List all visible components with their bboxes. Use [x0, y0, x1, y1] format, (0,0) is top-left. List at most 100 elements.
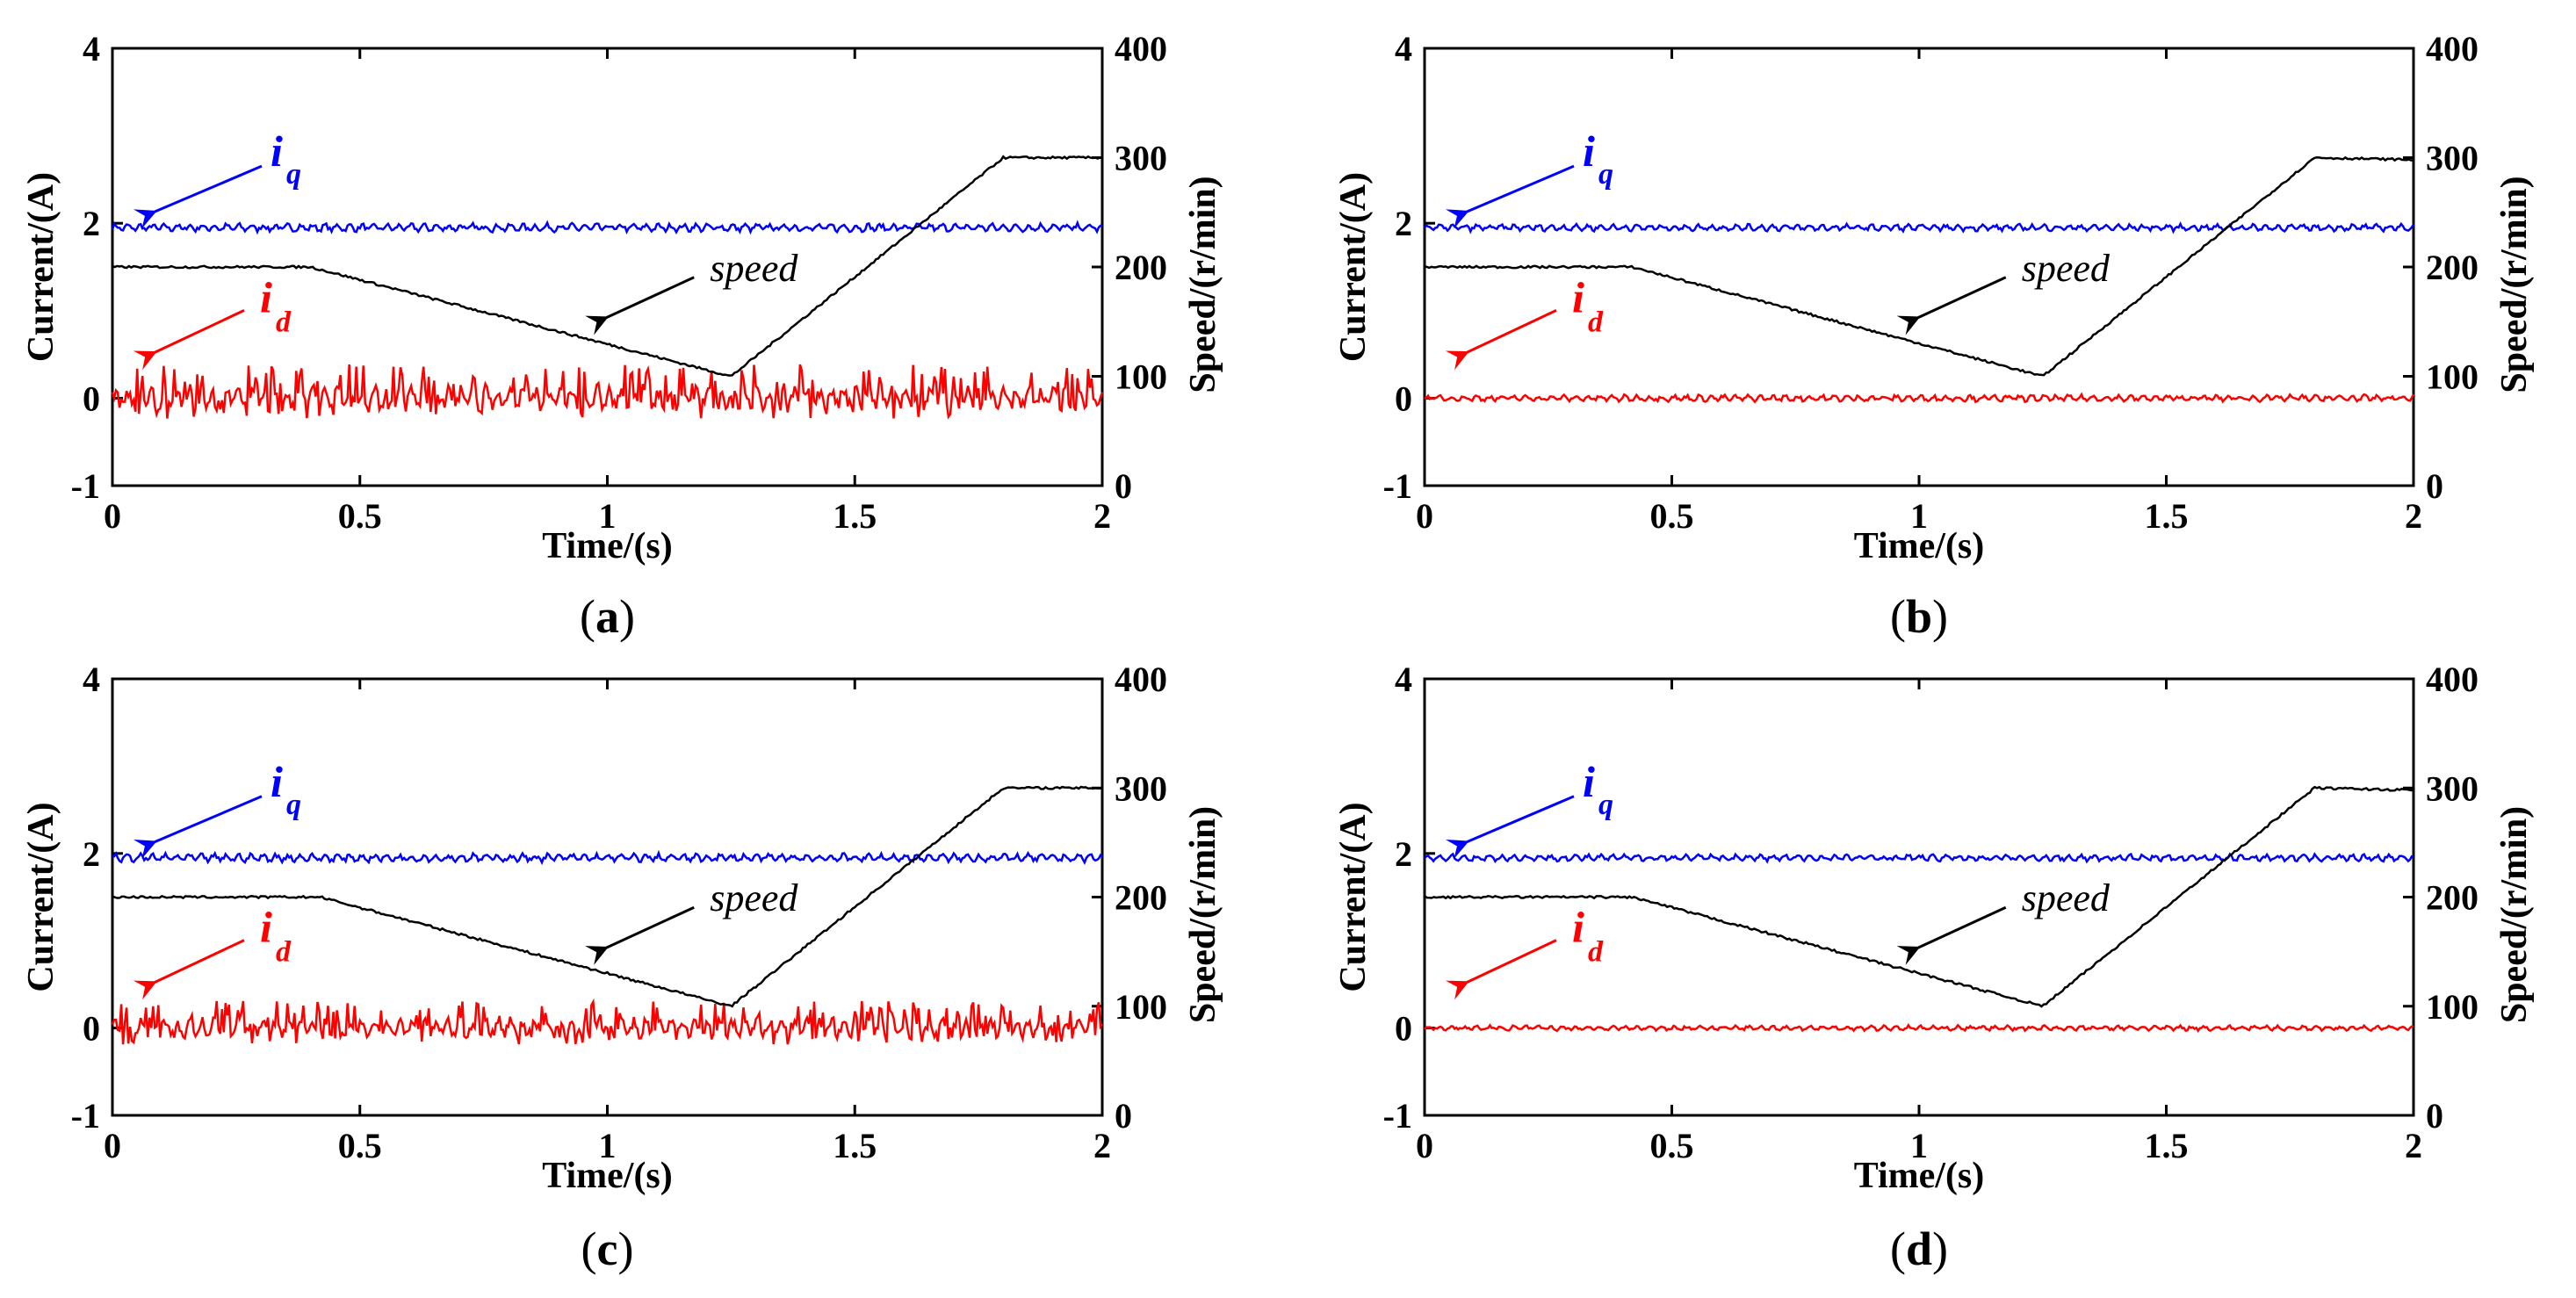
y-right-tick-label: 200	[2426, 248, 2479, 287]
speed-arrow	[585, 276, 695, 335]
caption-close-paren: )	[619, 590, 635, 643]
y-left-tick-label: 2	[1395, 834, 1412, 874]
iq-label: i	[271, 126, 283, 176]
iq-label: i	[1583, 757, 1595, 806]
caption-open-paren: (	[581, 1222, 597, 1275]
x-axis-title: Time/(s)	[1854, 1156, 1985, 1196]
y-left-tick-label: -1	[71, 1096, 100, 1136]
x-tick-label: 0	[104, 496, 121, 536]
panel-caption: (c)	[581, 1222, 634, 1275]
id-series-line	[111, 998, 1104, 1045]
x-tick-label: 1	[599, 496, 617, 536]
id-series-line	[1424, 1023, 2414, 1034]
speed-arrow	[1896, 905, 2007, 965]
iq-subscript: q	[286, 789, 301, 821]
y-right-tick-label: 100	[1115, 987, 1167, 1027]
id-label: i	[260, 903, 272, 952]
x-axis-title: Time/(s)	[542, 526, 673, 566]
iq-arrow	[1445, 795, 1575, 860]
y-left-axis-title: Current/(A)	[21, 802, 61, 992]
x-tick-label: 1	[1910, 1126, 1928, 1165]
id-subscript: d	[1588, 306, 1604, 338]
id-label: i	[1572, 272, 1584, 321]
id-subscript: d	[276, 936, 292, 969]
id-subscript: d	[276, 306, 292, 338]
y-right-axis-title: Speed/(r/min)	[2494, 806, 2535, 1023]
y-left-tick-label: 4	[83, 29, 100, 69]
speed-arrow	[585, 905, 695, 965]
x-tick-label: 0.5	[338, 1126, 382, 1165]
x-tick-label: 1	[1910, 496, 1928, 536]
speed-label: speed	[710, 876, 798, 919]
id-series-line	[111, 364, 1104, 420]
iq-arrow	[1445, 164, 1575, 229]
caption-open-paren: (	[580, 590, 595, 643]
x-tick-label: 0.5	[338, 496, 382, 536]
y-right-axis-title: Speed/(r/min)	[2494, 176, 2535, 393]
speed-series-line	[1424, 155, 2414, 377]
y-left-tick-label: 4	[83, 660, 100, 699]
speed-series-line	[112, 155, 1103, 377]
speed-series-line	[1424, 785, 2414, 1008]
x-tick-label: 2	[2405, 496, 2422, 536]
x-tick-label: 1.5	[2145, 496, 2189, 536]
caption-close-paren: )	[1932, 1222, 1948, 1275]
y-left-tick-label: -1	[71, 466, 100, 506]
x-tick-label: 0.5	[1650, 1126, 1694, 1165]
x-tick-label: 1.5	[2145, 1126, 2189, 1165]
iq-arrow	[133, 795, 263, 860]
chart-panel-d: 0 0.5 1 1.5 2-10240100200300400Time/(s)Curre…	[1333, 660, 2535, 1275]
y-right-tick-label: 100	[2426, 987, 2479, 1027]
caption-open-paren: (	[1890, 1222, 1906, 1275]
x-tick-label: 0	[1416, 1126, 1433, 1165]
id-arrow	[1445, 309, 1557, 371]
y-left-tick-label: 2	[1395, 204, 1412, 243]
panel-caption: (b)	[1890, 590, 1948, 643]
iq-series-line	[112, 849, 1103, 866]
id-arrow	[133, 309, 245, 371]
y-left-tick-label: -1	[1383, 1096, 1412, 1136]
iq-label: i	[271, 757, 283, 806]
y-right-axis-title: Speed/(r/min)	[1183, 176, 1223, 393]
speed-label: speed	[710, 247, 798, 290]
y-left-tick-label: 0	[1395, 1009, 1412, 1049]
y-right-tick-label: 200	[1115, 248, 1167, 287]
y-right-tick-label: 400	[1115, 29, 1167, 69]
y-right-tick-label: 300	[1115, 139, 1167, 178]
y-right-tick-label: 200	[1115, 878, 1167, 918]
caption-letter: b	[1906, 590, 1932, 643]
x-axis-title: Time/(s)	[1854, 526, 1985, 566]
caption-close-paren: )	[1932, 590, 1948, 643]
y-right-tick-label: 0	[2426, 1096, 2443, 1136]
chart-panel-a: 0 0.5 1 1.5 2-10240100200300400Time/(s)Curre…	[21, 29, 1223, 643]
id-series-line	[1424, 392, 2415, 404]
iq-label: i	[1583, 126, 1595, 176]
id-arrow	[1445, 939, 1557, 1000]
iq-series-line	[1423, 221, 2415, 234]
chart-panel-c: 0 0.5 1 1.5 2-10240100200300400Time/(s)Curre…	[21, 660, 1223, 1275]
id-subscript: d	[1588, 936, 1604, 969]
x-tick-label: 0	[1416, 496, 1433, 536]
speed-arrow	[1896, 276, 2007, 335]
x-tick-label: 2	[1093, 496, 1111, 536]
panel-caption: (a)	[580, 590, 635, 643]
caption-letter: a	[595, 590, 619, 643]
speed-label: speed	[2022, 247, 2111, 290]
x-tick-label: 2	[1093, 1126, 1111, 1165]
y-right-axis-title: Speed/(r/min)	[1183, 806, 1223, 1023]
iq-arrow	[133, 164, 263, 229]
y-right-tick-label: 0	[2426, 466, 2443, 506]
y-right-tick-label: 400	[2426, 29, 2479, 69]
y-left-tick-label: 0	[83, 1009, 100, 1049]
y-right-tick-label: 400	[1115, 660, 1167, 699]
y-right-tick-label: 300	[1115, 768, 1167, 808]
y-left-tick-label: 2	[83, 834, 100, 874]
caption-close-paren: )	[617, 1222, 633, 1275]
x-tick-label: 1.5	[833, 1126, 877, 1165]
caption-letter: d	[1906, 1222, 1932, 1275]
iq-series-line	[1424, 852, 2414, 864]
iq-subscript: q	[286, 158, 301, 191]
y-right-tick-label: 300	[2426, 768, 2479, 808]
y-left-tick-label: -1	[1383, 466, 1412, 506]
